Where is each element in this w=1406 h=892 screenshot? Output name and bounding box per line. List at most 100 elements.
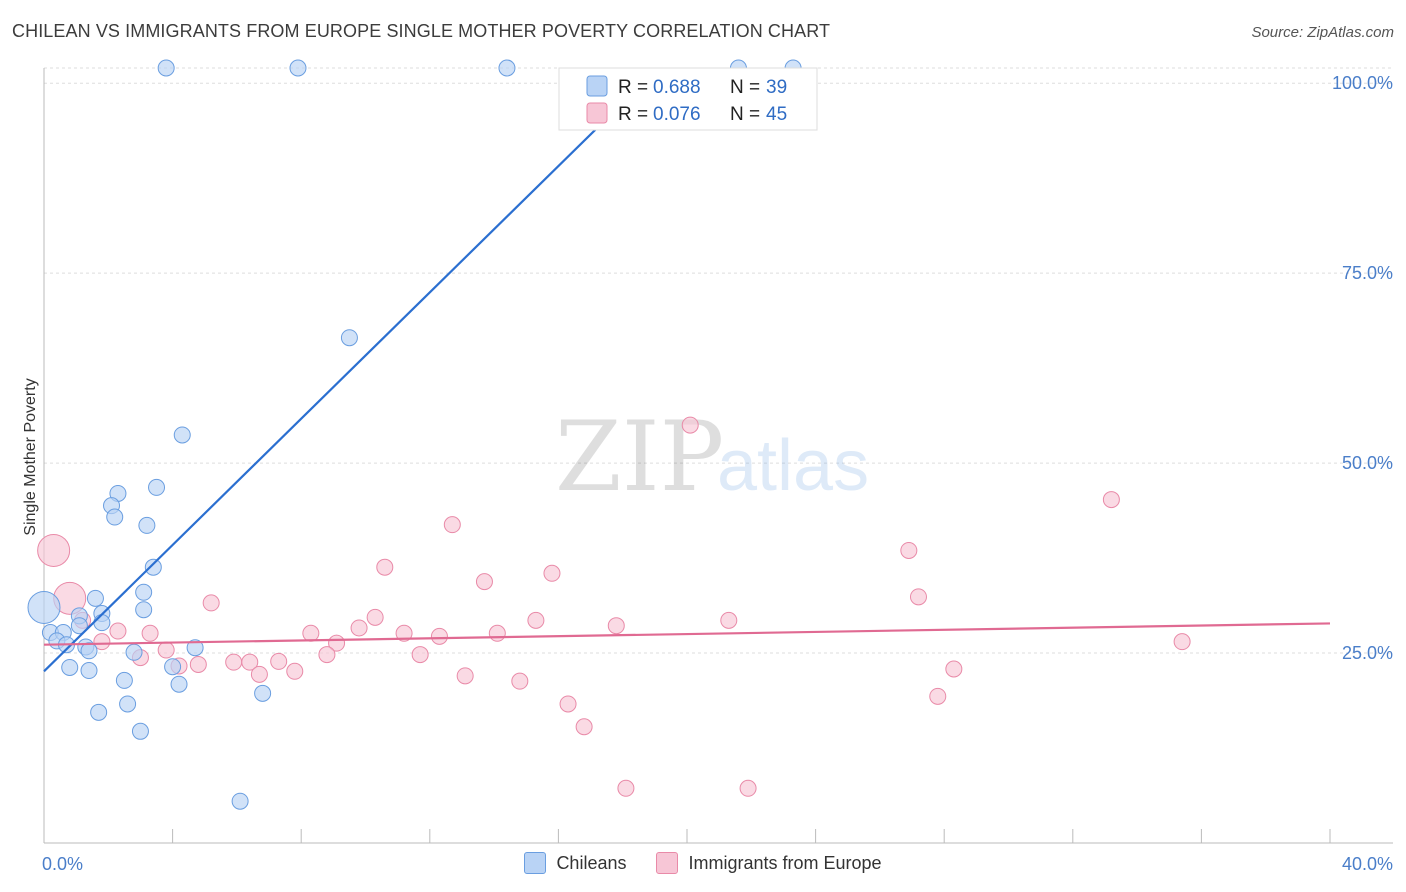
chileans-point [231, 792, 249, 810]
bottom-legend-swatch-immigrants [656, 852, 679, 874]
legend-n-value-2: 45 [766, 104, 787, 125]
immigrants-point [945, 660, 963, 678]
immigrants-point [443, 516, 461, 534]
chileans-point [80, 662, 98, 680]
y-axis-title: Single Mother Poverty [22, 378, 39, 535]
y-tick-label: 25.0% [1342, 643, 1393, 663]
legend-r-label-2: R = [618, 104, 648, 125]
chileans-point [138, 516, 156, 534]
immigrants-point [366, 608, 384, 626]
immigrants-point [575, 718, 593, 736]
immigrants-point [202, 594, 220, 612]
immigrants-point [350, 619, 368, 637]
chileans-point [498, 59, 516, 77]
chileans-point [135, 601, 153, 619]
immigrants-point [286, 662, 304, 680]
immigrants-point [607, 617, 625, 635]
chileans-point [148, 478, 166, 496]
chileans-point [70, 617, 88, 635]
immigrants-point [559, 695, 577, 713]
immigrants-point [411, 646, 429, 664]
tick-labels: 25.0% 50.0% 75.0% 100.0% 0.0% 40.0% [42, 73, 1393, 874]
series-immigrants-from-europe [37, 416, 1191, 797]
immigrants-point [302, 624, 320, 642]
legend-swatch-immigrants [586, 102, 608, 124]
x-tick-label: 0.0% [42, 854, 83, 874]
chileans-point [164, 658, 182, 676]
immigrants-point [527, 611, 545, 629]
series-chileans [27, 59, 802, 810]
chileans-point [27, 590, 61, 624]
immigrants-point [157, 641, 175, 659]
axes [43, 68, 1393, 844]
chileans-point [90, 703, 108, 721]
chileans-point [254, 684, 272, 702]
chileans-point [144, 558, 162, 576]
immigrants-point [475, 573, 493, 591]
immigrants-point [141, 624, 159, 642]
immigrants-point [900, 541, 918, 559]
legend-swatch-chileans [586, 75, 608, 97]
legend-r-value-2: 0.076 [653, 104, 701, 125]
immigrants-point [395, 624, 413, 642]
legend-n-label-2: N = [730, 104, 760, 125]
bottom-legend: Chileans Immigrants from Europe [0, 852, 1406, 874]
chileans-point [80, 642, 98, 660]
immigrants-trend-line [43, 622, 1331, 646]
immigrants-point [37, 533, 71, 567]
y-tick-label: 50.0% [1342, 453, 1393, 473]
chileans-point [125, 643, 143, 661]
y-tick-label: 100.0% [1332, 73, 1393, 93]
legend-r-label-1: R = [618, 77, 648, 98]
bottom-legend-label-chileans: Chileans [556, 852, 627, 873]
source-label: Source: ZipAtlas.com [1251, 24, 1394, 41]
immigrants-point [929, 687, 947, 705]
immigrants-point [511, 672, 529, 690]
legend-r-value-1: 0.688 [653, 77, 701, 98]
immigrants-point [909, 588, 927, 606]
chileans-point [289, 59, 307, 77]
immigrants-point [739, 779, 757, 797]
bottom-legend-item-immigrants: Immigrants from Europe [656, 852, 882, 874]
immigrants-point [681, 416, 699, 434]
chileans-point [186, 639, 204, 657]
immigrants-point [456, 667, 474, 685]
immigrants-point [1102, 491, 1120, 509]
chileans-trend-line [43, 83, 643, 673]
immigrants-point [250, 665, 268, 683]
immigrants-point [189, 655, 207, 673]
bottom-legend-item-chileans: Chileans [524, 852, 626, 874]
immigrants-point [720, 611, 738, 629]
watermark-atlas: atlas [717, 426, 869, 506]
immigrants-point [241, 653, 259, 671]
chileans-point [119, 695, 137, 713]
watermark-zip: ZIP [555, 401, 724, 513]
immigrants-point [376, 558, 394, 576]
trend-lines [43, 83, 1331, 673]
y-tick-label: 75.0% [1342, 263, 1393, 283]
bottom-legend-swatch-chileans [524, 852, 547, 874]
chileans-point [173, 426, 191, 444]
chileans-point [61, 658, 79, 676]
immigrants-point [1173, 633, 1191, 651]
x-tick-label: 40.0% [1342, 854, 1393, 874]
chileans-point [86, 589, 104, 607]
chileans-point [131, 722, 149, 740]
chileans-point [157, 59, 175, 77]
chileans-point [135, 583, 153, 601]
immigrants-point [318, 646, 336, 664]
chileans-point [115, 671, 133, 689]
bottom-legend-label-immigrants: Immigrants from Europe [688, 852, 882, 873]
grid [43, 67, 1393, 843]
chart-title: CHILEAN VS IMMIGRANTS FROM EUROPE SINGLE… [12, 21, 831, 41]
chileans-point [106, 508, 124, 526]
immigrants-point [225, 653, 243, 671]
chileans-point [340, 329, 358, 347]
legend-n-value-1: 39 [766, 77, 787, 98]
immigrants-point [488, 624, 506, 642]
immigrants-point [109, 622, 127, 640]
chileans-point [93, 614, 111, 632]
immigrants-point [430, 627, 448, 645]
immigrants-point [543, 564, 561, 582]
